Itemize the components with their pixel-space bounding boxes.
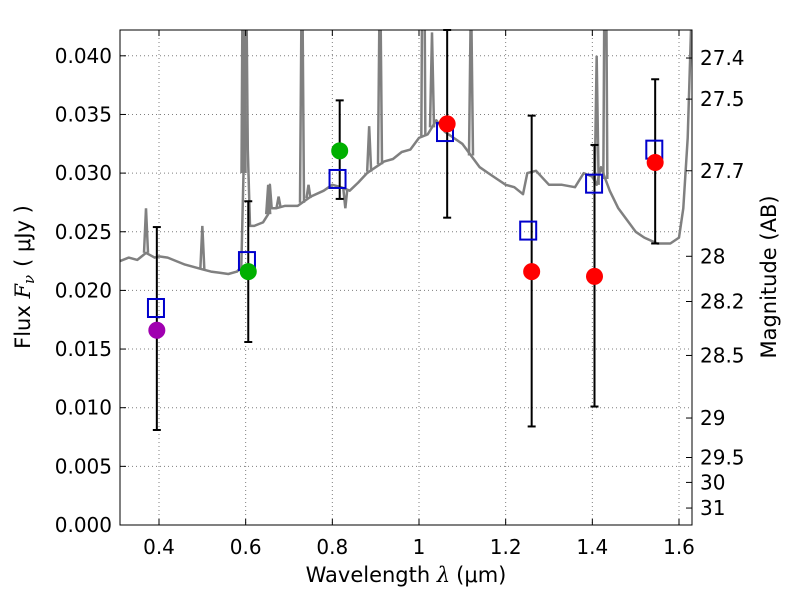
- x-axis-title: Wavelength λ (μm): [306, 563, 507, 587]
- observed-point: [239, 263, 257, 281]
- model-point: [146, 297, 165, 318]
- right-tick-label: 29: [700, 406, 725, 430]
- sed-emission-line: [420, 30, 427, 137]
- right-tick-label: 27.7: [700, 159, 745, 183]
- y-tick-label: 0.030: [55, 161, 112, 185]
- sed-emission-line: [142, 208, 150, 253]
- x-tick-label: 0.6: [230, 535, 262, 559]
- model-point: [585, 173, 604, 194]
- right-tick-label: 28: [700, 244, 725, 268]
- y-tick-label: 0.005: [55, 454, 112, 478]
- model-photometry-markers: [146, 122, 664, 318]
- observed-photometry-markers: [148, 115, 664, 339]
- flux-symbol: F: [11, 283, 35, 300]
- sed-emission-line: [428, 32, 436, 128]
- right-tick-label: 30: [700, 470, 725, 494]
- model-point: [519, 220, 538, 241]
- lambda-symbol: λ: [436, 563, 450, 587]
- x-tick-label: 1.6: [663, 535, 695, 559]
- observed-point: [331, 142, 349, 160]
- y-tick-label: 0.025: [55, 220, 112, 244]
- sed-emission-line: [602, 30, 609, 179]
- sed-emission-line: [199, 225, 206, 270]
- right-tick-label: 28.5: [700, 343, 745, 367]
- error-bars: [152, 29, 660, 431]
- axis-ticks: [120, 30, 692, 526]
- x-tick-label: 1.4: [576, 535, 608, 559]
- y-axis-title-right: Magnitude (AB): [757, 195, 781, 358]
- sed-emission-line: [365, 126, 373, 172]
- nu-subscript: ν: [20, 275, 38, 284]
- right-tick-label: 31: [700, 496, 725, 520]
- sed-emission-line: [305, 184, 312, 199]
- sed-emission-line: [342, 188, 349, 209]
- y-axis-title-prefix: Flux: [11, 299, 35, 349]
- y-tick-label: 0.040: [55, 44, 112, 68]
- observed-point: [148, 321, 166, 339]
- sed-emission-line: [264, 184, 272, 215]
- sed-emission-line: [275, 196, 282, 208]
- x-tick-label: 1: [413, 535, 426, 559]
- sed-model-layer: [120, 30, 692, 276]
- sed-emission-line: [376, 30, 384, 165]
- right-tick-label: 28.2: [700, 289, 745, 313]
- x-tick-label: 0.8: [316, 535, 348, 559]
- y-tick-label: 0.010: [55, 396, 112, 420]
- y-tick-label: 0.015: [55, 337, 112, 361]
- observed-point: [438, 115, 456, 133]
- x-axis-unit: (μm): [456, 563, 506, 587]
- sed-emission-line: [240, 30, 247, 174]
- right-tick-label: 27.5: [700, 87, 745, 111]
- x-axis-title-prefix: Wavelength: [306, 563, 437, 587]
- plot-frame: [119, 29, 693, 526]
- right-tick-label: 27.4: [700, 46, 745, 70]
- y-tick-label: 0.035: [55, 102, 112, 126]
- y-tick-label: 0.000: [55, 513, 112, 537]
- observed-point: [586, 267, 603, 285]
- x-tick-label: 0.4: [143, 535, 175, 559]
- y-axis-unit: ( μJy ): [11, 205, 35, 267]
- y-axis-title-left: Flux Fν ( μJy ): [11, 205, 38, 349]
- model-point: [328, 168, 347, 189]
- sed-emission-line: [467, 30, 475, 156]
- x-tick-label: 1.2: [490, 535, 522, 559]
- y-tick-label: 0.020: [55, 278, 112, 302]
- sed-emission-line: [298, 30, 306, 203]
- right-tick-label: 29.5: [700, 446, 745, 470]
- observed-point: [646, 154, 664, 172]
- observed-point: [523, 263, 541, 281]
- sed-emission-line: [593, 55, 600, 185]
